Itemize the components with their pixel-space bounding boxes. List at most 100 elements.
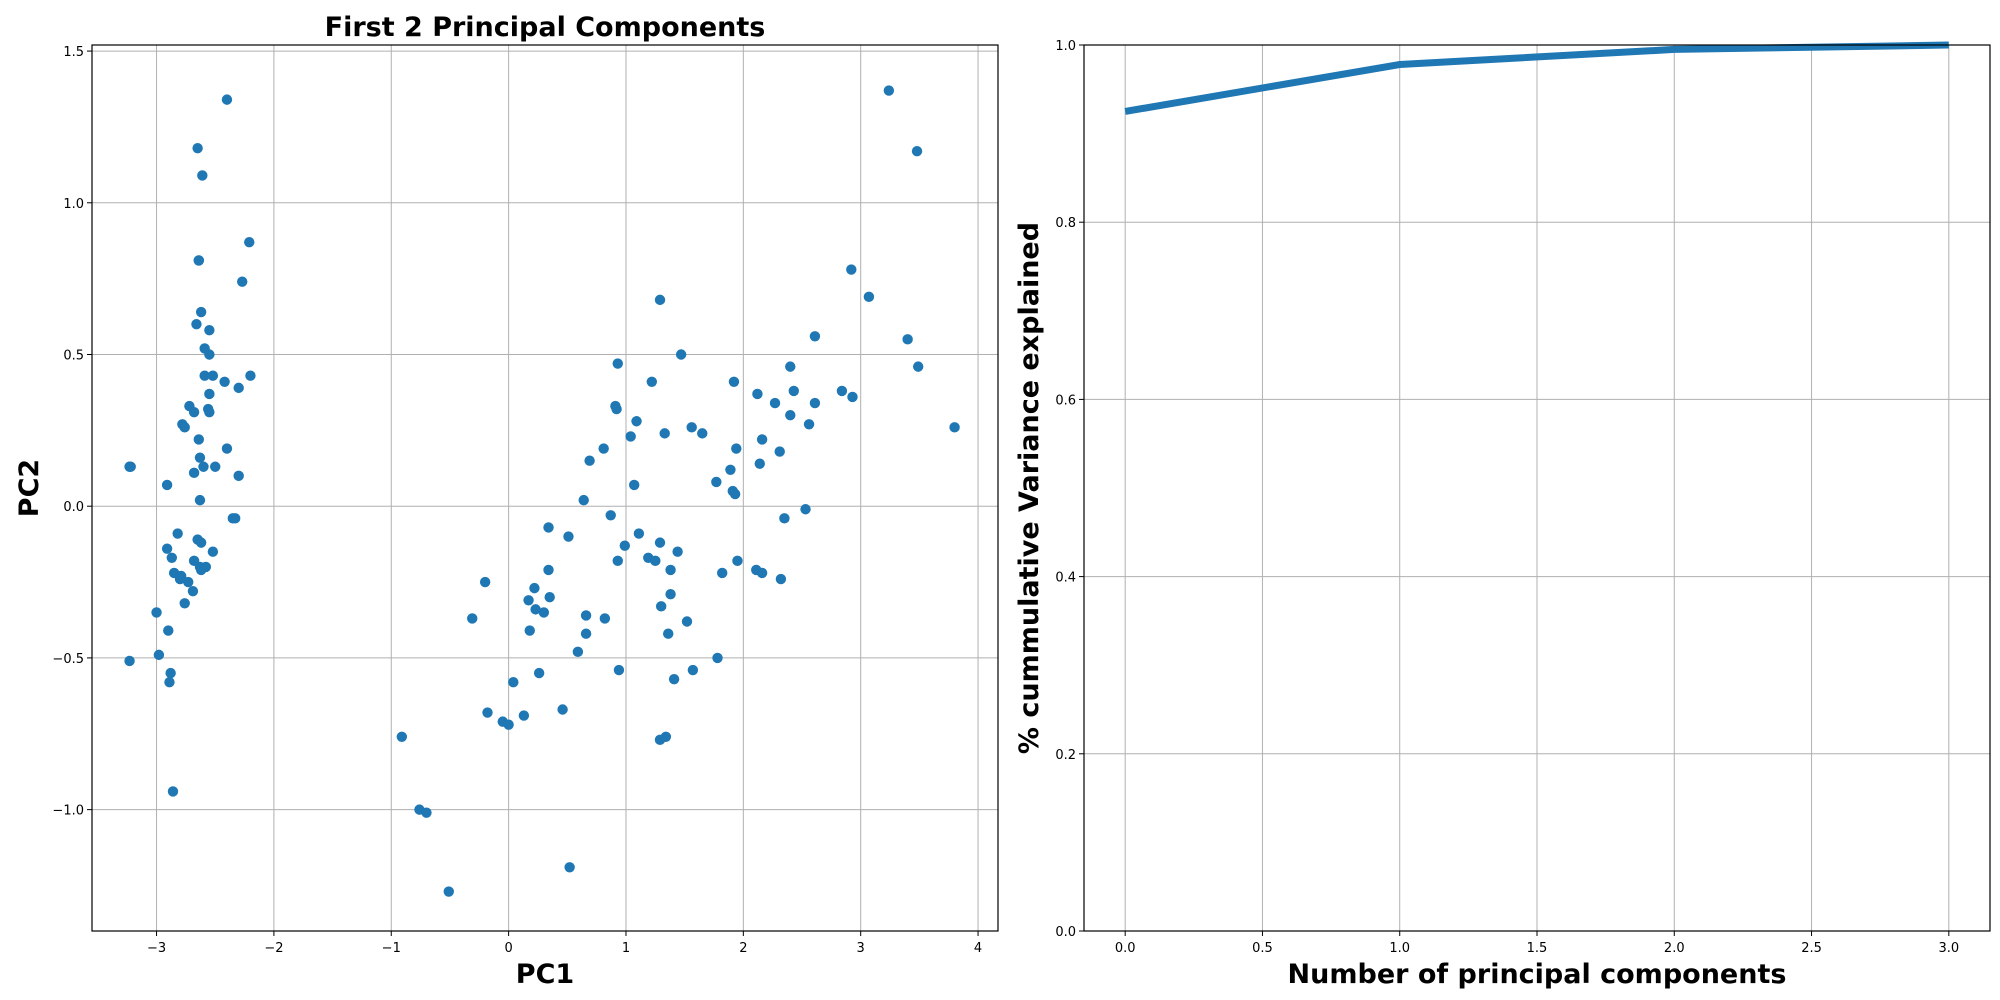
scatter-x-tick-label: 3 [857, 941, 865, 956]
scatter-point [654, 734, 666, 746]
scatter-point [543, 522, 554, 533]
scatter-point [153, 649, 165, 661]
scatter-point [233, 382, 244, 394]
scatter-point [482, 707, 493, 718]
cumulative-variance-chart: 0.0 0.5 1.0 1.5 2.0 2.5 3.00.00.20.40.60.81.0 … [1014, 39, 1991, 990]
scatter-point [663, 628, 674, 639]
scatter-point [396, 731, 408, 743]
scatter-point [244, 237, 255, 248]
scatter-point [221, 94, 233, 105]
scatter-point [712, 652, 723, 664]
scatter-point [578, 494, 589, 506]
scatter-point [195, 537, 207, 548]
scatter-point [732, 555, 743, 567]
scatter-y-tick-label: 1.0 [63, 197, 84, 212]
scatter-x-tick-label: 0 [504, 941, 512, 956]
cumulative-variance-line [1124, 41, 1949, 115]
scatter-point [654, 294, 666, 306]
scatter-plot-frame [91, 44, 999, 932]
scatter-point [233, 470, 244, 482]
scatter-point [167, 786, 179, 797]
scatter-point [194, 452, 206, 463]
scatter-point [151, 607, 162, 618]
scatter-point [727, 485, 738, 497]
scatter-point [467, 613, 478, 624]
scatter-point [686, 422, 697, 433]
scatter-point [836, 385, 848, 397]
scatter-point [665, 588, 676, 600]
scatter-point [785, 409, 796, 421]
scatter-point [847, 391, 858, 403]
scatter-point [164, 676, 175, 688]
scatter-point [204, 349, 215, 360]
scatter-point [564, 862, 575, 873]
scatter-point [633, 528, 645, 539]
scatter-grid [92, 45, 998, 931]
line-x-tick-label: 0.0 [1115, 941, 1136, 956]
scatter-x-tick-label: 4 [974, 941, 982, 956]
scatter-point [188, 467, 200, 479]
scatter-point [421, 807, 432, 818]
scatter-points [124, 85, 960, 897]
scatter-point [179, 422, 190, 433]
scatter-point [580, 610, 592, 621]
scatter-point [530, 604, 541, 615]
scatter-point [949, 422, 960, 433]
scatter-ticks: −3 −2 −1 0 1 2 3 4 −1.0 −0.5 0.0 0.5 1.0 1.5 [52, 45, 982, 956]
line-ticks: 0.0 0.5 1.0 1.5 2.0 2.5 3.0 0.0 0.2 0.4 0.6 0.8 1.0 [1055, 39, 1959, 956]
scatter-point [584, 455, 595, 466]
scatter-point [681, 616, 693, 627]
scatter-point [518, 710, 530, 721]
scatter-point [779, 513, 790, 524]
scatter-y-tick-label: −0.5 [52, 652, 84, 667]
scatter-point [563, 531, 574, 542]
scatter-point [529, 582, 540, 594]
scatter-point [863, 291, 875, 303]
scatter-point [124, 655, 135, 667]
scatter-point [202, 403, 214, 415]
scatter-point [508, 676, 519, 688]
scatter-point [194, 494, 206, 506]
scatter-point [544, 592, 555, 603]
scatter-point [543, 564, 554, 576]
scatter-point [788, 385, 799, 397]
scatter-point [204, 325, 215, 336]
scatter-point [172, 528, 183, 539]
scatter-point [174, 573, 186, 585]
line-x-tick-label: 3.0 [1938, 941, 1959, 956]
scatter-x-axis-label: PC1 [516, 959, 574, 990]
scatter-point [631, 416, 642, 427]
scatter-point [479, 576, 491, 588]
scatter-point [655, 601, 667, 612]
scatter-x-tick-label: 1 [622, 941, 630, 956]
scatter-point [210, 461, 221, 472]
line-series [1124, 41, 1949, 115]
scatter-point [605, 510, 616, 521]
scatter-point [192, 142, 203, 154]
line-y-axis-label: % cummulative Variance explained [1014, 222, 1045, 754]
scatter-point [731, 443, 742, 454]
scatter-point [523, 595, 534, 606]
scatter-point [227, 513, 239, 524]
scatter-point [193, 255, 204, 266]
scatter-point [183, 576, 194, 588]
scatter-point [809, 397, 821, 409]
scatter-point [800, 504, 811, 515]
scatter-point [187, 585, 199, 597]
scatter-point [619, 540, 631, 551]
line-y-tick-label: 1.0 [1055, 39, 1076, 54]
scatter-y-tick-label: −1.0 [52, 804, 84, 819]
scatter-point [650, 555, 661, 567]
scatter-point [728, 376, 740, 388]
scatter-point [675, 349, 687, 360]
scatter-point [207, 546, 219, 557]
scatter-point [191, 318, 202, 330]
scatter-point [775, 573, 787, 585]
scatter-point [524, 625, 535, 636]
scatter-x-tick-label: −1 [382, 941, 401, 956]
scatter-point [195, 306, 207, 318]
scatter-point [207, 370, 219, 381]
scatter-point [199, 370, 210, 381]
scatter-point [769, 397, 781, 409]
